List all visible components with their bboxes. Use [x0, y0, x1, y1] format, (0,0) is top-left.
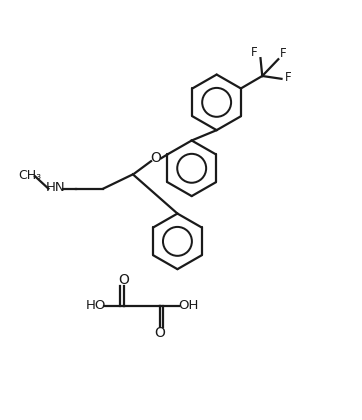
Text: F: F	[280, 47, 287, 60]
Text: CH₃: CH₃	[19, 168, 42, 181]
Text: F: F	[251, 46, 258, 59]
Text: HN: HN	[46, 181, 66, 194]
Text: OH: OH	[178, 299, 198, 312]
Text: HO: HO	[85, 299, 106, 312]
Text: O: O	[151, 151, 161, 165]
Text: F: F	[285, 71, 291, 84]
Text: O: O	[118, 273, 129, 286]
Text: O: O	[154, 326, 165, 340]
